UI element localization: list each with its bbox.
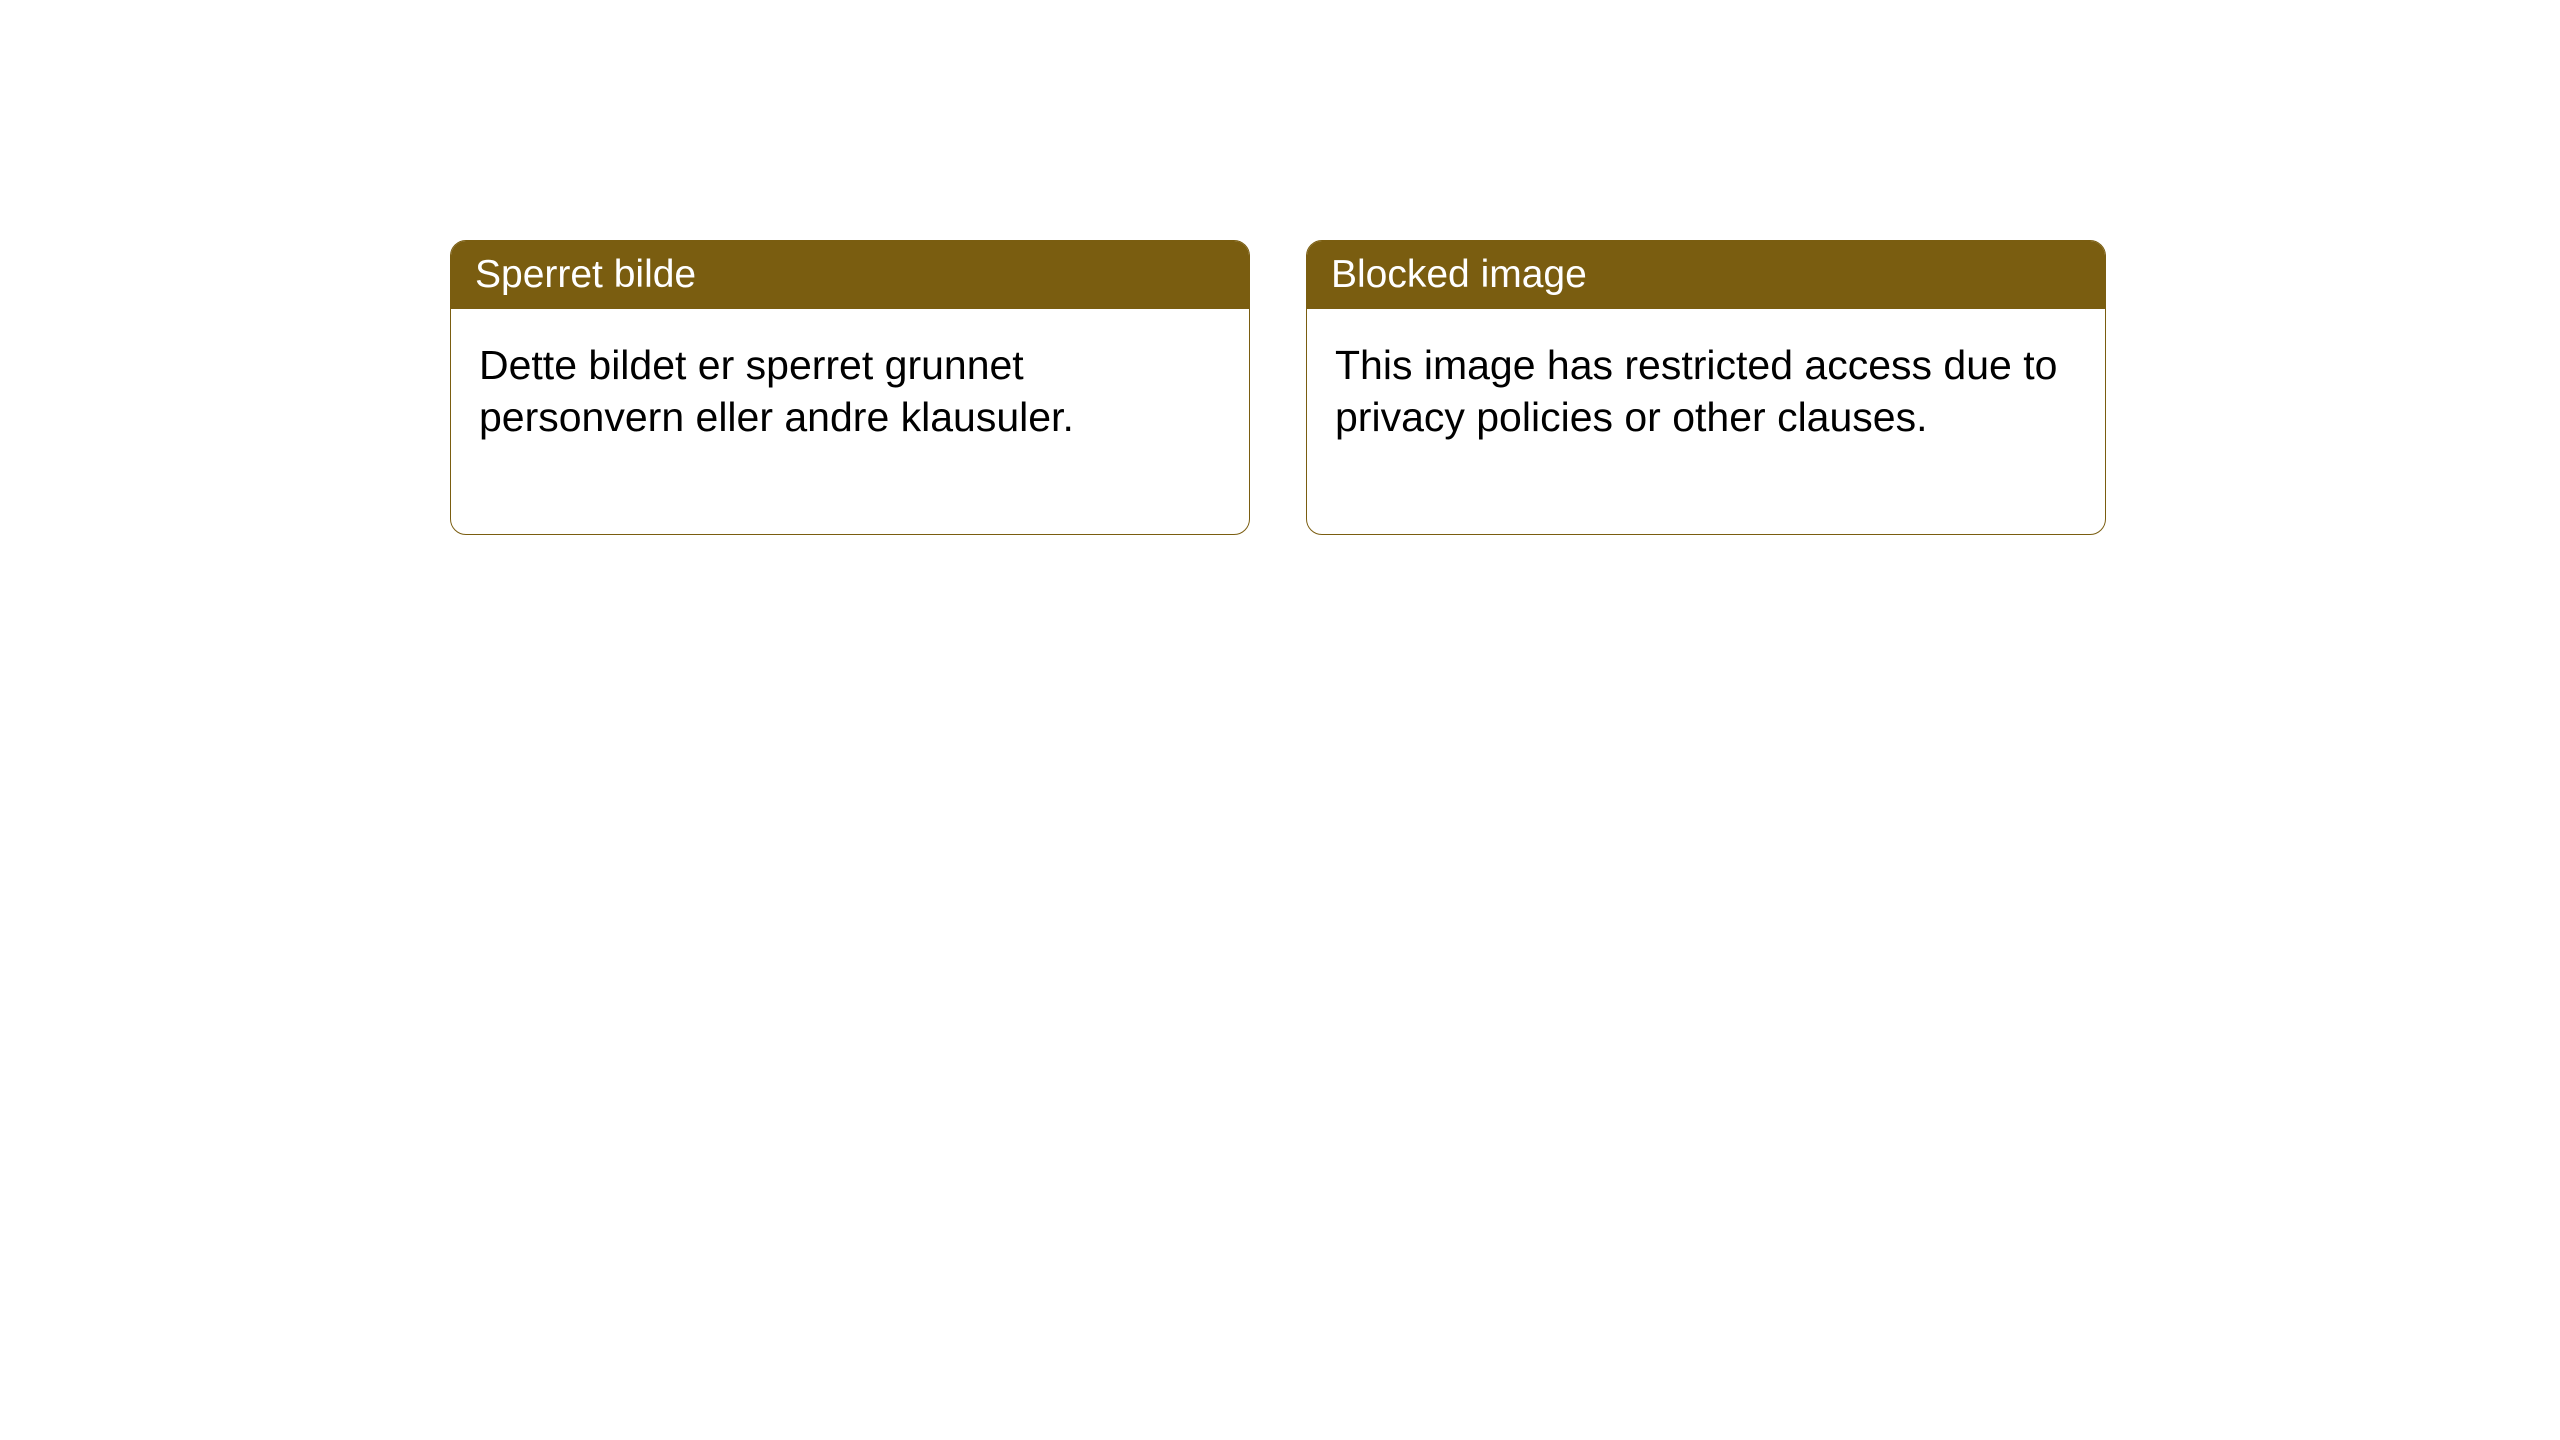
blocked-image-cards: Sperret bilde Dette bildet er sperret gr… bbox=[450, 240, 2560, 535]
card-body-norwegian: Dette bildet er sperret grunnet personve… bbox=[451, 309, 1249, 534]
card-english: Blocked image This image has restricted … bbox=[1306, 240, 2106, 535]
card-title-norwegian: Sperret bilde bbox=[451, 241, 1249, 309]
card-body-english: This image has restricted access due to … bbox=[1307, 309, 2105, 534]
card-title-english: Blocked image bbox=[1307, 241, 2105, 309]
card-norwegian: Sperret bilde Dette bildet er sperret gr… bbox=[450, 240, 1250, 535]
